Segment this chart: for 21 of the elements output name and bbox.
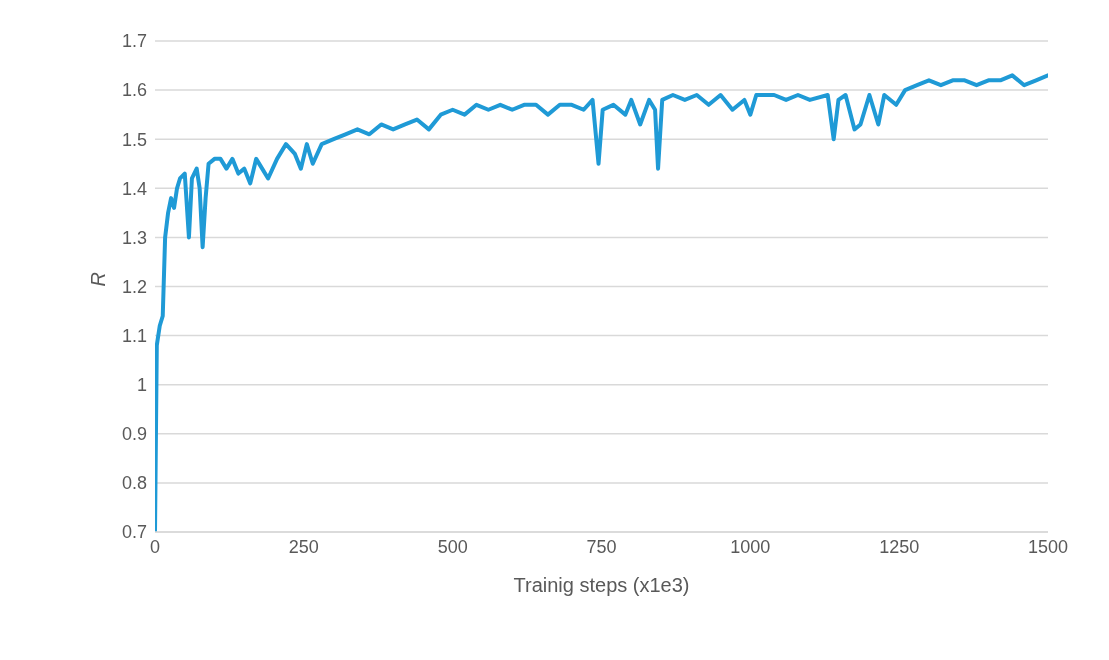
y-tick-label: 1.7 <box>121 31 147 52</box>
x-tick-label: 1250 <box>879 536 920 557</box>
x-tick-label: 500 <box>437 536 468 557</box>
y-tick-label: 0.7 <box>121 522 147 543</box>
y-tick-label: 1.2 <box>121 276 147 297</box>
y-tick-label: 1.5 <box>121 129 147 150</box>
y-tick-label: 0.8 <box>121 473 147 494</box>
y-tick-label: 1.1 <box>121 325 147 346</box>
y-tick-label: 1.3 <box>121 227 147 248</box>
x-tick-label: 0 <box>149 536 161 557</box>
x-tick-label: 250 <box>288 536 319 557</box>
x-axis-title: Trainig steps (x1e3) <box>513 574 690 596</box>
y-tick-label: 0.9 <box>121 424 147 445</box>
x-tick-label: 1500 <box>1027 536 1069 557</box>
x-tick-label: 750 <box>586 536 617 557</box>
x-tick-label: 1000 <box>730 536 771 557</box>
y-tick-label: 1.4 <box>121 178 147 199</box>
line-series <box>155 73 1048 532</box>
y-tick-label: 1 <box>136 375 147 396</box>
y-tick-label: 1.6 <box>121 80 147 101</box>
y-axis-title: R <box>87 272 110 287</box>
